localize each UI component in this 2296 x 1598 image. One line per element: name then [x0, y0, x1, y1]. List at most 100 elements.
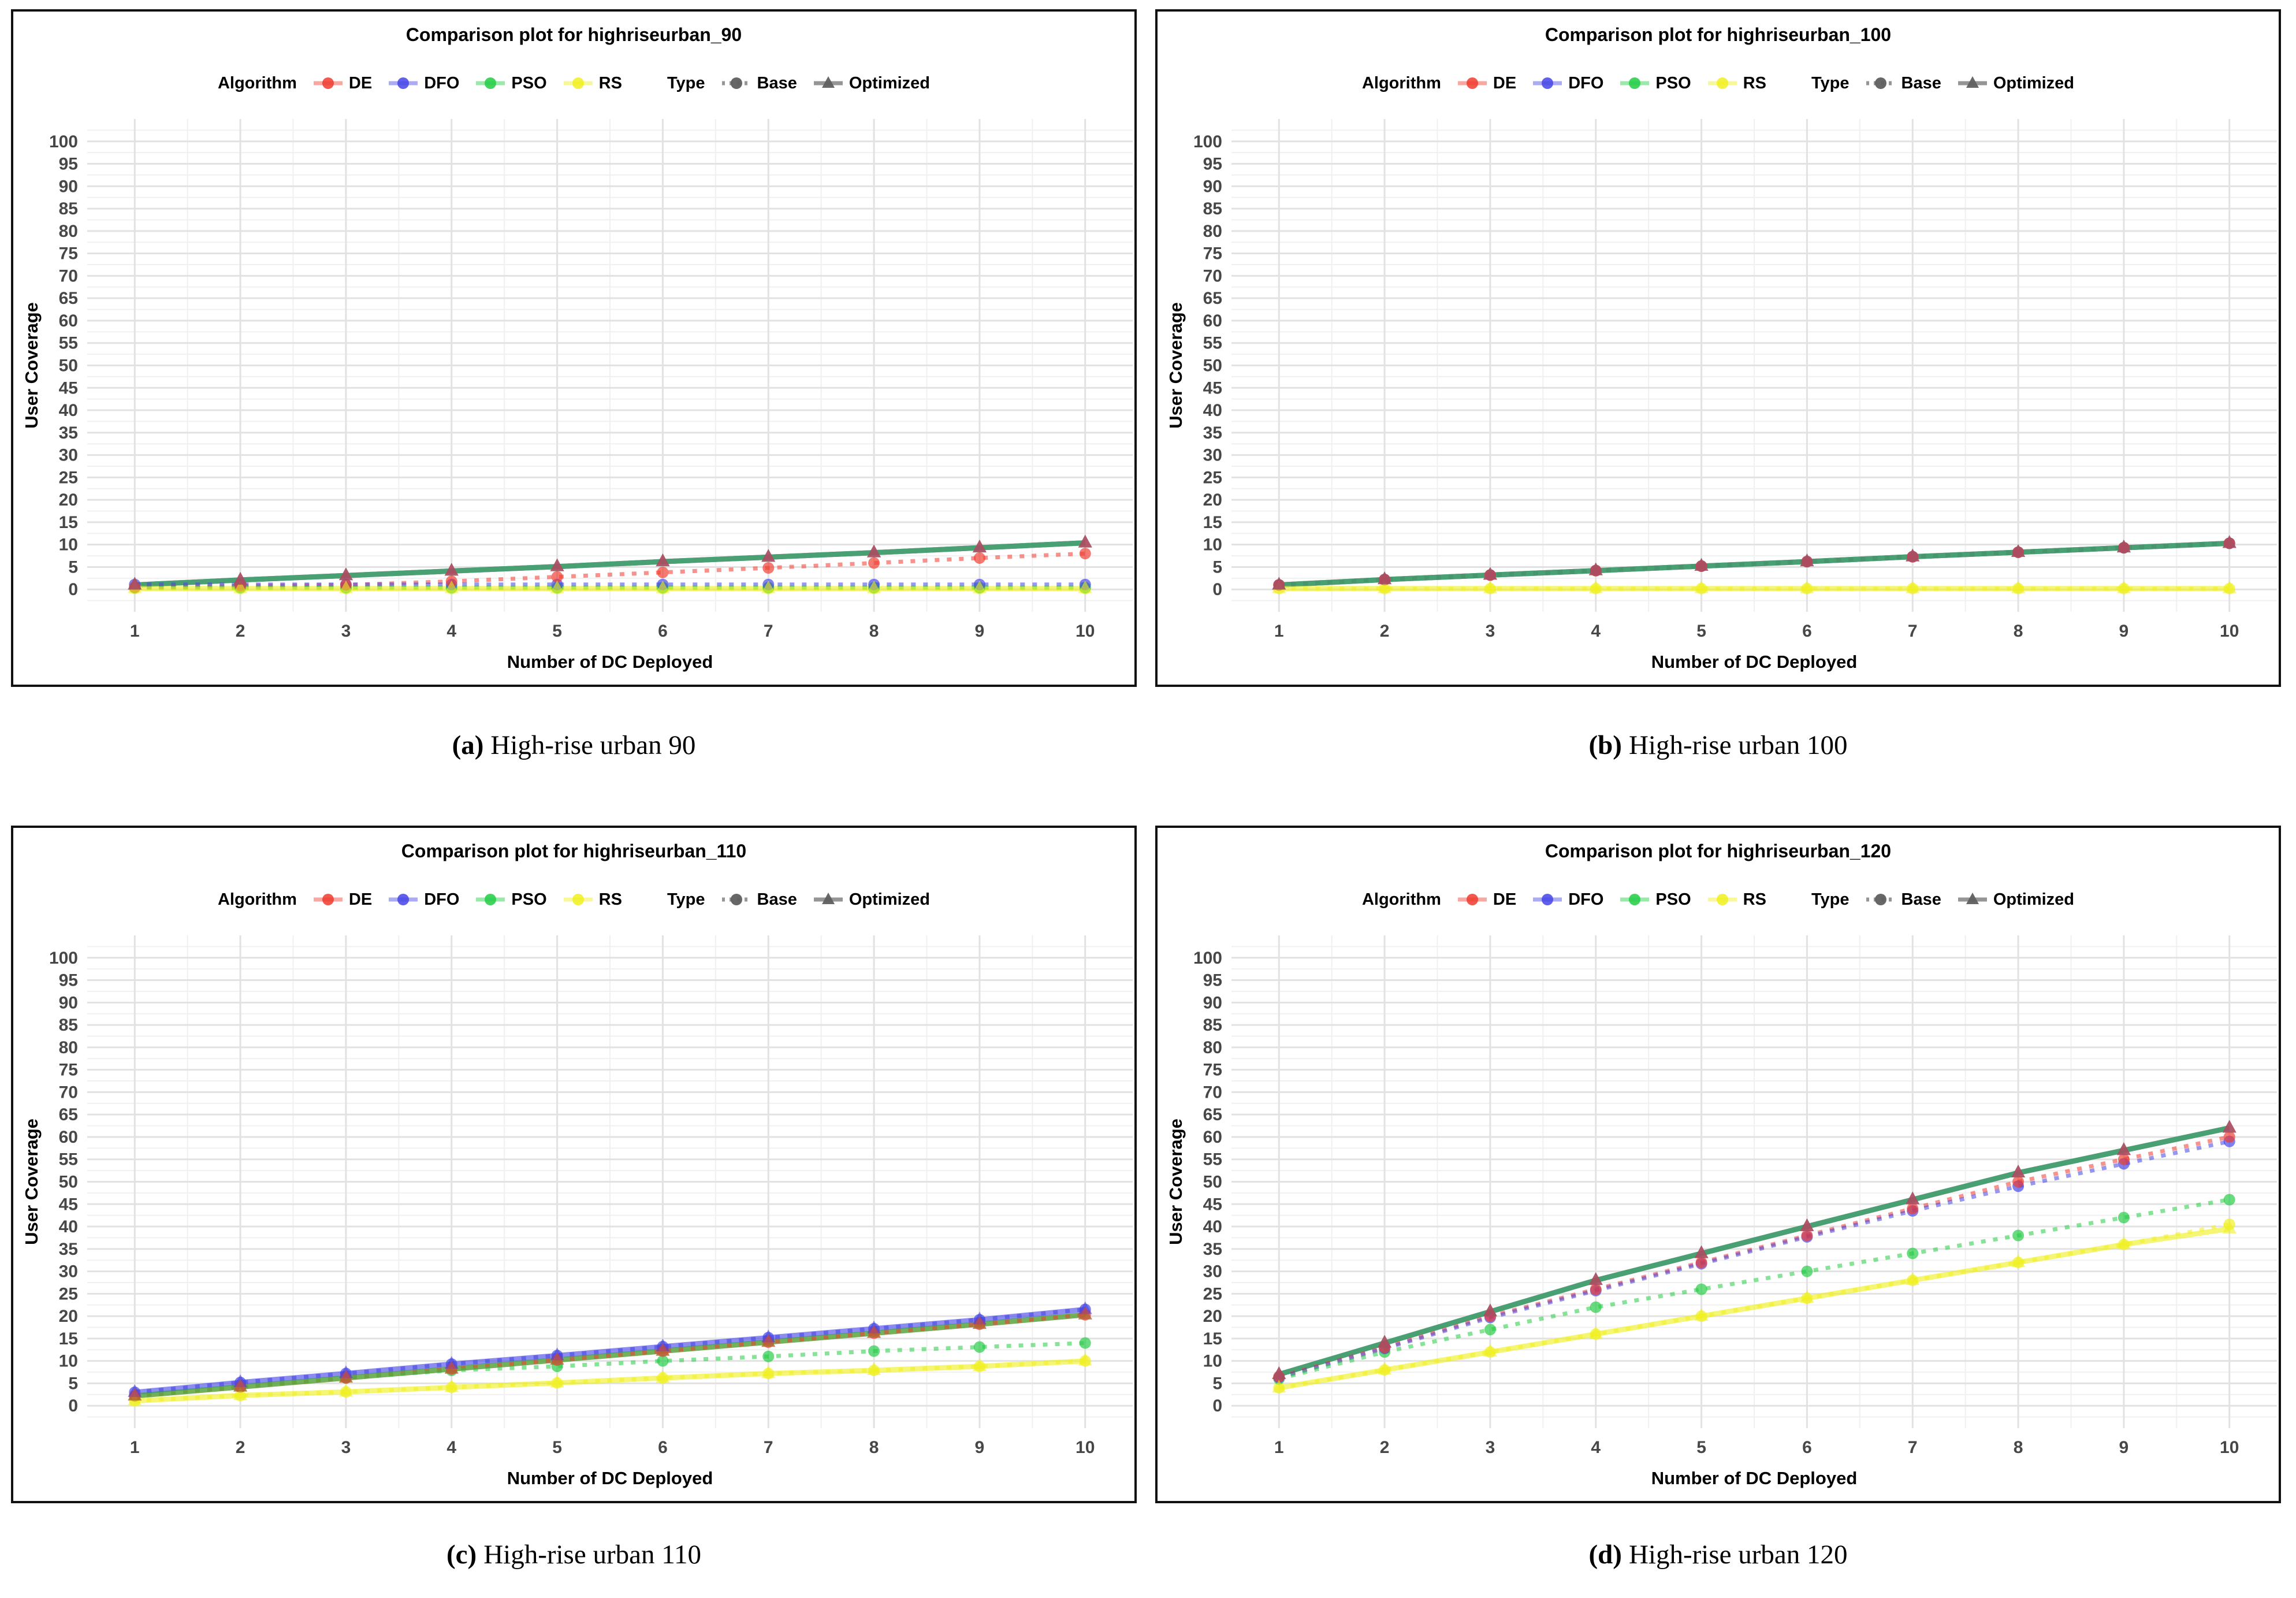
x-tick-label: 5	[552, 622, 562, 641]
marker-circle-de	[1907, 1203, 1919, 1215]
y-tick-label: 30	[1203, 446, 1222, 465]
y-tick-label: 40	[1203, 401, 1222, 420]
marker-triangle-de	[128, 577, 142, 590]
y-tick-label: 85	[1203, 1016, 1222, 1035]
marker-triangle-de	[2011, 1164, 2026, 1177]
caption-text-d: High-rise urban 120	[1628, 1540, 1848, 1570]
legend-type-label: Type	[1811, 890, 1850, 909]
caption-c: (c) High-rise urban 110	[11, 1511, 1137, 1598]
y-tick-label: 10	[59, 536, 78, 555]
x-tick-label: 4	[1591, 622, 1601, 641]
x-tick-label: 4	[446, 622, 456, 641]
chart-canvas-a: 0510152025303540455055606570758085909510…	[21, 119, 1133, 672]
marker-circle-pso	[973, 1341, 985, 1353]
marker-triangle-rs	[338, 1384, 353, 1397]
x-tick-label: 4	[446, 1438, 456, 1457]
gridlines	[87, 119, 1133, 612]
marker-circle-de	[868, 557, 880, 569]
marker-triangle-rs	[2011, 580, 2026, 593]
series-markers	[1272, 535, 2237, 594]
marker-circle-de	[2223, 1131, 2235, 1143]
y-tick-label: 10	[1203, 1352, 1222, 1371]
x-axis-tick-labels: 1 2 3 4 5 6 7 8 9 10	[1274, 1438, 2239, 1457]
legend-item-label: Optimized	[1993, 73, 2075, 92]
chart-title-c: Comparison plot for highriseurban_110	[401, 841, 747, 861]
marker-triangle-rs	[1078, 1352, 1092, 1366]
marker-triangle-de	[2011, 544, 2026, 557]
y-tick-label: 35	[59, 423, 78, 443]
x-tick-label: 1	[1274, 1438, 1284, 1457]
legend-key-circle	[1707, 894, 1737, 905]
caption-a: (a) High-rise urban 90	[11, 702, 1137, 789]
y-tick-label: 60	[59, 311, 78, 330]
marker-triangle-rs	[656, 1370, 670, 1383]
legend-key-circle	[730, 894, 742, 905]
x-tick-label: 3	[341, 1438, 351, 1457]
legend-item-optimized: Optimized	[1956, 888, 2074, 911]
marker-triangle-rs	[338, 580, 353, 593]
y-tick-label: 5	[1212, 1374, 1222, 1393]
marker-triangle-de	[2116, 540, 2131, 553]
marker-triangle-de	[1078, 1306, 1092, 1320]
marker-triangle-rs	[233, 1387, 248, 1400]
y-tick-label: 55	[59, 334, 78, 353]
chart-title-d: Comparison plot for highriseurban_120	[1545, 841, 1892, 861]
caption-label-b: (b)	[1588, 730, 1622, 760]
y-tick-label: 0	[68, 1396, 78, 1415]
marker-triangle-de	[1800, 1218, 1814, 1232]
y-tick-label: 45	[59, 378, 78, 397]
marker-triangle-rs	[867, 1362, 881, 1375]
marker-triangle-de	[1378, 1335, 1392, 1348]
y-tick-label: 35	[59, 1240, 78, 1259]
legend-item-label: Optimized	[1993, 890, 2075, 909]
legend-item-rs: RS	[562, 888, 622, 911]
gridlines	[1231, 935, 2277, 1428]
legend-key-triangle	[1966, 76, 1979, 88]
marker-triangle-de	[761, 1334, 776, 1347]
marker-triangle-rs	[444, 580, 459, 593]
y-tick-label: 70	[59, 1083, 78, 1102]
legend-key-circle	[485, 894, 497, 905]
chart-legend-a: Algorithm DE DFO PSO RS Type Base Optimized	[13, 65, 1134, 102]
legend-key-circle	[313, 77, 343, 89]
line-pso-optimized	[135, 540, 1085, 588]
legend-key-circle	[1716, 77, 1728, 89]
legend-item-label: Base	[1901, 890, 1941, 909]
marker-circle-pso	[1484, 1324, 1496, 1336]
marker-triangle-de	[233, 571, 248, 585]
x-axis-tick-labels: 1 2 3 4 5 6 7 8 9 10	[1274, 622, 2239, 641]
y-axis-title: User Coverage	[21, 1118, 42, 1245]
legend-item-de: DE	[312, 888, 372, 911]
y-tick-label: 0	[1212, 580, 1222, 599]
marker-triangle-rs	[1272, 1380, 1286, 1393]
legend-key-circle	[1542, 894, 1554, 905]
marker-triangle-de	[1694, 558, 1709, 571]
y-axis-tick-labels: 0 5 10 15 20 25 30 35 40 45 50 55 60 65 70 75 80 85 90 95 10…	[1193, 949, 1222, 1415]
x-tick-label: 7	[764, 1438, 773, 1457]
legend-key-circle	[563, 77, 593, 89]
legend-key-circle	[1533, 77, 1562, 89]
marker-triangle-rs	[972, 580, 987, 593]
series-lines	[1278, 1125, 2230, 1391]
legend-key-circle	[721, 894, 751, 905]
marker-triangle-de	[867, 1325, 881, 1338]
chart-canvas-c: 0510152025303540455055606570758085909510…	[21, 935, 1133, 1488]
y-tick-label: 30	[59, 1262, 78, 1281]
caption-label-d: (d)	[1588, 1540, 1622, 1570]
marker-triangle-de	[128, 1388, 142, 1401]
legend-item-optimized: Optimized	[812, 888, 930, 911]
y-tick-label: 45	[59, 1195, 78, 1214]
y-tick-label: 10	[1203, 536, 1222, 555]
y-tick-label: 55	[1203, 1150, 1222, 1169]
y-tick-label: 60	[1203, 311, 1222, 330]
marker-circle-pso	[2118, 1211, 2130, 1224]
legend-key-circle	[721, 77, 751, 89]
marker-triangle-rs	[2116, 580, 2131, 593]
legend-key-circle	[1874, 77, 1886, 89]
y-tick-label: 35	[1203, 423, 1222, 443]
series-markers	[128, 1301, 1092, 1407]
x-tick-label: 9	[2119, 622, 2129, 641]
legend-key-circle	[1466, 77, 1478, 89]
y-tick-label: 85	[59, 199, 78, 218]
y-tick-label: 35	[1203, 1240, 1222, 1259]
